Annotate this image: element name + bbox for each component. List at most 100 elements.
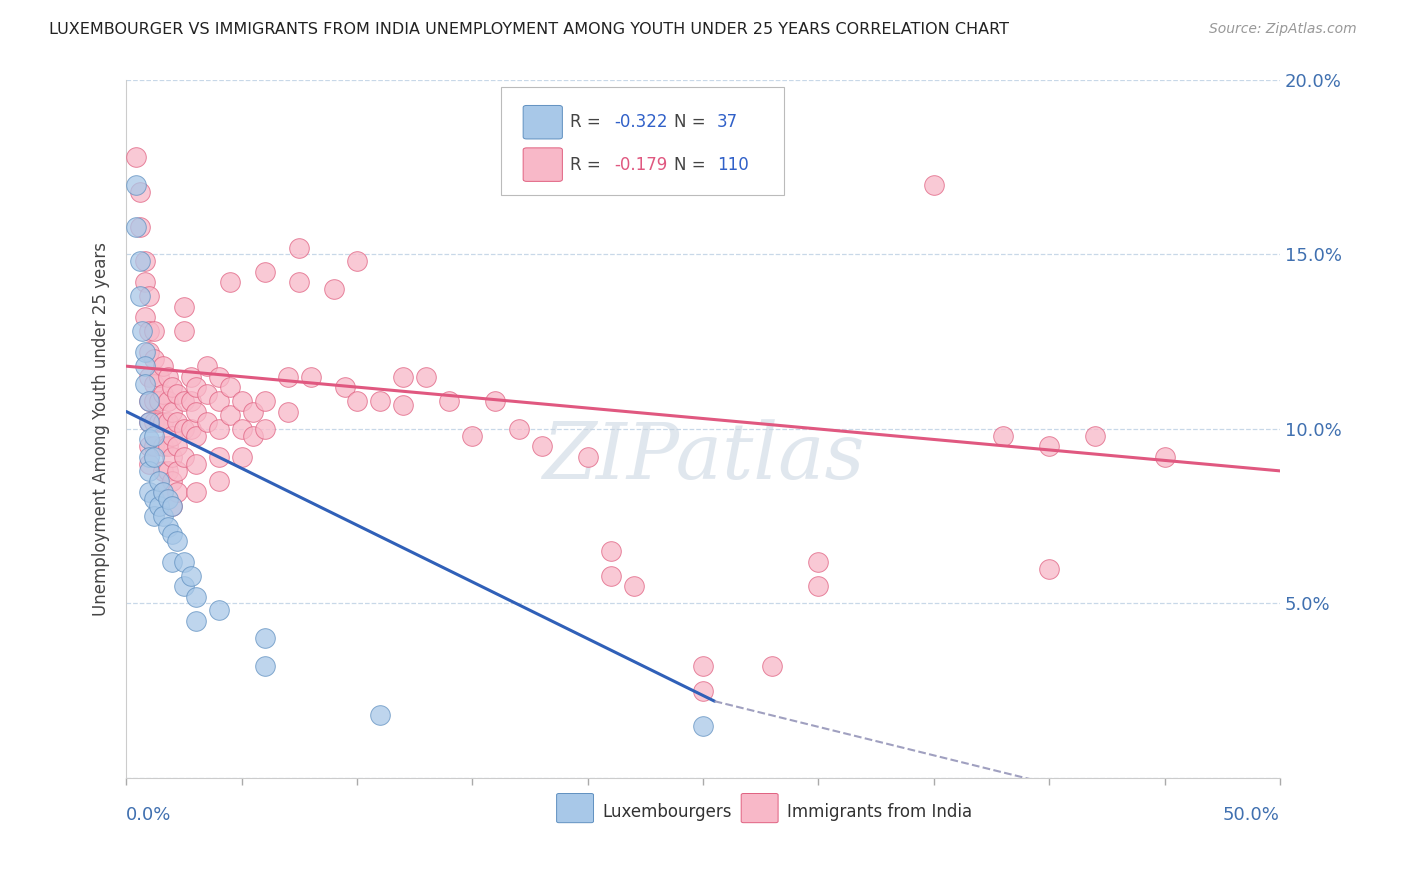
Text: Luxembourgers: Luxembourgers (603, 803, 733, 821)
FancyBboxPatch shape (501, 87, 785, 195)
Text: N =: N = (675, 155, 711, 174)
Point (173, 579, 195, 593)
Point (152, 484, 174, 499)
Point (1084, 429, 1107, 443)
Point (207, 475, 229, 489)
Point (143, 429, 166, 443)
Point (299, 369, 322, 384)
Point (162, 475, 184, 489)
Point (692, 683, 714, 698)
Point (138, 433, 160, 447)
Point (152, 387, 174, 401)
Point (323, 282, 346, 296)
Point (166, 533, 188, 548)
Point (288, 276, 311, 290)
Point (129, 185, 152, 199)
Point (231, 422, 253, 436)
Point (439, 394, 461, 409)
Point (253, 394, 276, 409)
Text: 50.0%: 50.0% (1223, 806, 1279, 824)
Text: 37: 37 (717, 113, 738, 131)
Point (152, 359, 174, 374)
Point (143, 450, 166, 464)
Point (148, 475, 170, 489)
Point (148, 415, 170, 429)
Text: R =: R = (571, 155, 606, 174)
Point (131, 324, 153, 338)
Point (195, 387, 218, 401)
Point (138, 394, 160, 409)
Point (184, 429, 207, 443)
Point (242, 404, 264, 418)
Point (184, 380, 207, 394)
FancyBboxPatch shape (523, 105, 562, 139)
Point (166, 387, 188, 401)
Point (138, 464, 160, 478)
Point (129, 219, 152, 234)
Point (138, 415, 160, 429)
Point (156, 519, 179, 533)
Point (288, 240, 311, 254)
Point (368, 394, 391, 409)
Point (129, 254, 152, 268)
Point (134, 376, 156, 391)
Point (143, 509, 166, 524)
Text: 110: 110 (717, 155, 749, 174)
Point (180, 369, 202, 384)
Point (368, 708, 391, 723)
Point (508, 422, 530, 436)
Point (277, 369, 299, 384)
Point (807, 555, 830, 569)
Point (761, 659, 783, 673)
Point (166, 484, 188, 499)
Point (173, 422, 195, 436)
Point (392, 398, 415, 412)
Point (184, 590, 207, 604)
Point (173, 324, 195, 338)
Y-axis label: Unemployment Among Youth under 25 years: Unemployment Among Youth under 25 years (93, 242, 110, 616)
Point (162, 429, 184, 443)
Point (207, 603, 229, 617)
Point (148, 369, 170, 384)
Point (195, 359, 218, 374)
Point (335, 380, 357, 394)
Point (166, 464, 188, 478)
Point (173, 394, 195, 409)
Point (134, 345, 156, 359)
Text: -0.322: -0.322 (614, 113, 668, 131)
Point (162, 499, 184, 513)
Point (173, 450, 195, 464)
Point (1153, 450, 1175, 464)
Point (484, 394, 506, 409)
Point (138, 394, 160, 409)
Point (461, 429, 484, 443)
Point (180, 422, 202, 436)
Point (207, 369, 229, 384)
Point (156, 491, 179, 506)
Point (1038, 439, 1060, 453)
Point (184, 404, 207, 418)
Point (138, 439, 160, 453)
Point (143, 394, 166, 409)
Point (138, 415, 160, 429)
Text: Immigrants from India: Immigrants from India (787, 803, 973, 821)
Point (219, 380, 242, 394)
Point (152, 439, 174, 453)
Text: N =: N = (675, 113, 711, 131)
Point (207, 394, 229, 409)
Text: -0.179: -0.179 (614, 155, 668, 174)
Point (599, 568, 621, 582)
Point (134, 276, 156, 290)
Point (162, 450, 184, 464)
Point (134, 359, 156, 374)
Point (148, 499, 170, 513)
Point (1038, 561, 1060, 575)
Point (152, 464, 174, 478)
Point (143, 491, 166, 506)
Point (392, 369, 415, 384)
Point (138, 457, 160, 471)
Point (184, 457, 207, 471)
Point (207, 422, 229, 436)
Point (184, 614, 207, 628)
Point (129, 289, 152, 303)
